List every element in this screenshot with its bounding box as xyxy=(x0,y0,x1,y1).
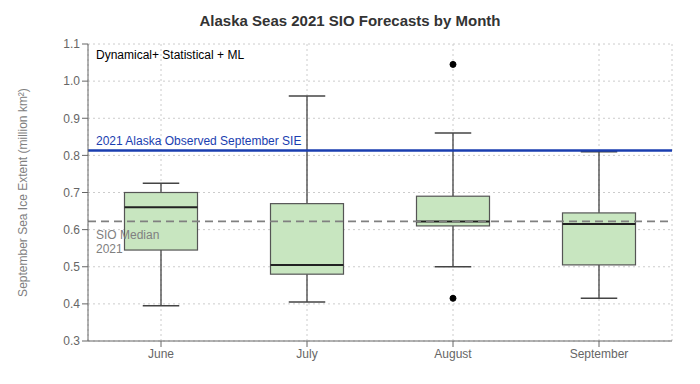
svg-text:1.1: 1.1 xyxy=(63,37,80,51)
svg-text:0.9: 0.9 xyxy=(63,112,80,126)
svg-text:0.4: 0.4 xyxy=(63,297,80,311)
svg-text:0.8: 0.8 xyxy=(63,149,80,163)
svg-text:June: June xyxy=(148,347,174,361)
svg-text:September: September xyxy=(570,347,629,361)
svg-text:SIO Median2021: SIO Median2021 xyxy=(96,228,159,256)
svg-text:0.3: 0.3 xyxy=(63,334,80,348)
svg-text:2021 Alaska Observed September: 2021 Alaska Observed September SIE xyxy=(96,134,301,148)
html-text:Dynamical+ Statistical + ML: Dynamical+ Statistical + ML xyxy=(96,48,245,62)
svg-text:September Sea Ice Extent (mill: September Sea Ice Extent (million km²) xyxy=(16,88,30,297)
svg-text:0.5: 0.5 xyxy=(63,260,80,274)
svg-text:1.0: 1.0 xyxy=(63,74,80,88)
svg-text:0.7: 0.7 xyxy=(63,186,80,200)
svg-text:July: July xyxy=(296,347,317,361)
svg-text:0.6: 0.6 xyxy=(63,223,80,237)
svg-text:August: August xyxy=(434,347,472,361)
html-text:Alaska Seas 2021 SIO Forecasts: Alaska Seas 2021 SIO Forecasts by Month xyxy=(199,12,501,29)
